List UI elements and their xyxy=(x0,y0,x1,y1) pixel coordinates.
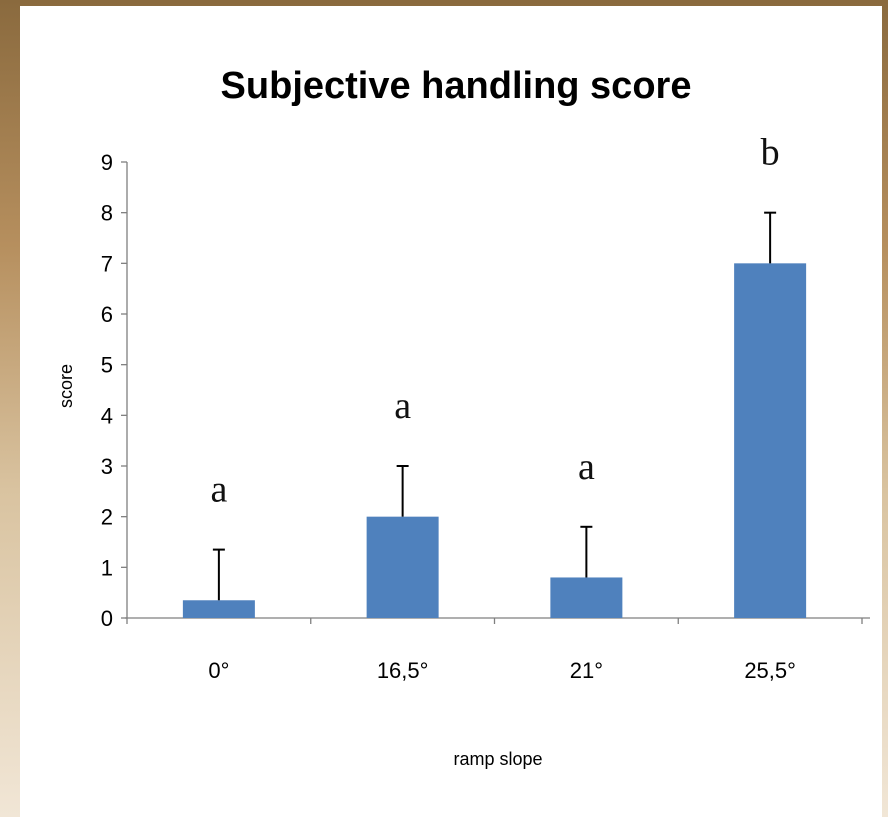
significance-letter: b xyxy=(761,132,780,174)
x-tick-label: 21° xyxy=(570,658,603,683)
y-tick-label: 0 xyxy=(101,606,113,631)
bar-2 xyxy=(366,516,439,618)
bar-3 xyxy=(550,577,623,618)
significance-letter: a xyxy=(578,446,595,488)
x-tick-label: 16,5° xyxy=(377,658,429,683)
bar-1 xyxy=(182,600,255,618)
bar-chart: Subjective handling score score ramp slo… xyxy=(56,65,870,769)
y-tick-label: 3 xyxy=(101,454,113,479)
x-axis-label: ramp slope xyxy=(453,749,542,769)
chart-panel: Subjective handling score score ramp slo… xyxy=(20,6,882,817)
y-tick-label: 5 xyxy=(101,353,113,378)
y-tick-label: 8 xyxy=(101,201,113,226)
y-tick-label: 9 xyxy=(101,150,113,175)
y-tick-label: 1 xyxy=(101,555,113,580)
x-tick-label: 25,5° xyxy=(744,658,796,683)
x-tick-label: 0° xyxy=(208,658,229,683)
chart-title: Subjective handling score xyxy=(221,65,692,107)
y-tick-label: 6 xyxy=(101,302,113,327)
y-tick-label: 4 xyxy=(101,403,113,428)
significance-letter: a xyxy=(394,385,411,427)
y-axis-label: score xyxy=(56,364,76,408)
significance-letter: a xyxy=(210,469,227,511)
y-tick-label: 2 xyxy=(101,505,113,530)
bar-4 xyxy=(734,263,807,618)
y-tick-label: 7 xyxy=(101,251,113,276)
